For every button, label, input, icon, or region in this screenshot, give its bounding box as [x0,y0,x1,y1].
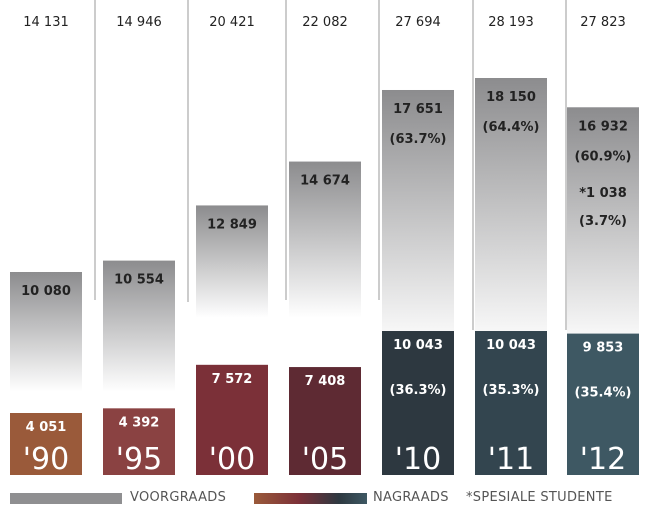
undergrad-bar [567,107,639,350]
undergrad-bar [289,161,361,318]
undergrad-percent-label: (63.7%) [390,132,447,147]
undergrad-bar [196,205,268,318]
total-label: 14 131 [23,15,69,30]
undergrad-value-label: 10 080 [21,284,71,299]
legend-label-postgrad: NAGRAADS [373,490,449,505]
postgrad-bar [567,333,639,475]
year-label: '12 [580,442,626,477]
year-label: '95 [116,442,162,477]
year-label: '11 [488,442,534,477]
postgrad-bar [475,331,547,475]
enrolment-chart: 14 131 10 080 4 051 '90 14 946 10 554 4 392 '95… [10,0,639,477]
year-label: '10 [395,442,441,477]
postgrad-value-label: 4 392 [119,415,160,430]
undergrad-bar [103,260,175,392]
postgrad-percent-label: (35.3%) [483,383,540,398]
legend-label-special: *SPESIALE STUDENTE [466,490,613,505]
year-label: '05 [302,442,348,477]
postgrad-value-label: 9 853 [583,341,624,356]
legend-label-undergrad: VOORGRAADS [130,490,227,505]
total-label: 22 082 [302,15,348,30]
postgrad-percent-label: (35.4%) [575,386,632,401]
postgrad-bar [382,331,454,475]
postgrad-value-label: 7 572 [212,372,253,387]
legend-swatch-undergrad [10,493,122,504]
undergrad-value-label: 12 849 [207,217,257,232]
undergrad-value-label: 18 150 [486,90,536,105]
legend: VOORGRAADS NAGRAADS *SPESIALE STUDENTE [0,488,656,508]
undergrad-bar [382,89,454,350]
year-label: '00 [209,442,255,477]
legend-swatch-postgrad [254,493,367,504]
postgrad-bar [289,367,361,475]
postgrad-value-label: 10 043 [393,338,443,353]
postgrad-value-label: 7 408 [305,374,346,389]
year-label: '90 [23,442,69,477]
postgrad-bar [10,413,82,475]
postgrad-bar [103,408,175,475]
postgrad-percent-label: (36.3%) [390,383,447,398]
postgrad-value-label: 4 051 [26,420,67,435]
undergrad-value-label: 14 674 [300,174,350,189]
postgrad-value-label: 10 043 [486,338,536,353]
postgrad-bar [196,364,268,475]
undergrad-value-label: 10 554 [114,273,164,288]
special-students-percent: (3.7%) [579,214,627,229]
total-label: 27 823 [580,15,626,30]
undergrad-bar [475,78,547,350]
undergrad-bar [10,272,82,392]
undergrad-value-label: 16 932 [578,119,628,134]
special-students-label: *1 038 [579,186,627,201]
undergrad-value-label: 17 651 [393,102,443,117]
undergrad-percent-label: (64.4%) [483,120,540,135]
total-label: 28 193 [488,15,534,30]
undergrad-percent-label: (60.9%) [575,149,632,164]
total-label: 20 421 [209,15,255,30]
total-label: 27 694 [395,15,441,30]
total-label: 14 946 [116,15,162,30]
